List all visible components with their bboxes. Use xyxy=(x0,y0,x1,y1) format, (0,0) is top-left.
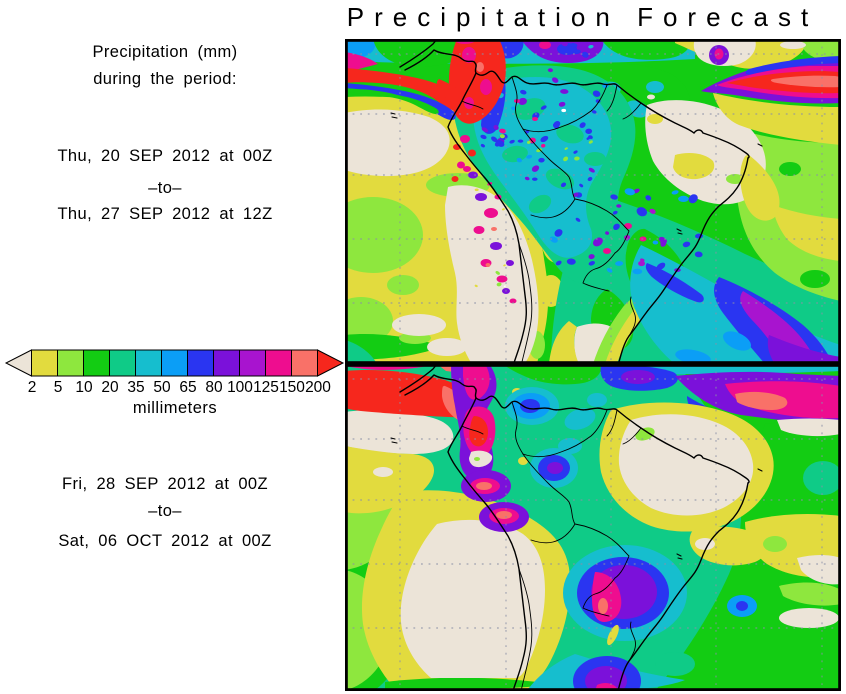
svg-text:65: 65 xyxy=(179,379,196,396)
svg-text:10: 10 xyxy=(75,379,93,396)
svg-text:150: 150 xyxy=(279,379,305,396)
svg-text:millimeters: millimeters xyxy=(133,399,217,417)
svg-text:125: 125 xyxy=(253,379,279,396)
svg-text:100: 100 xyxy=(227,379,253,396)
svg-text:35: 35 xyxy=(127,379,144,396)
svg-text:50: 50 xyxy=(153,379,171,396)
svg-text:5: 5 xyxy=(54,379,63,396)
svg-text:200: 200 xyxy=(305,379,331,396)
svg-text:80: 80 xyxy=(205,379,223,396)
svg-text:2: 2 xyxy=(28,379,37,396)
svg-text:20: 20 xyxy=(101,379,119,396)
